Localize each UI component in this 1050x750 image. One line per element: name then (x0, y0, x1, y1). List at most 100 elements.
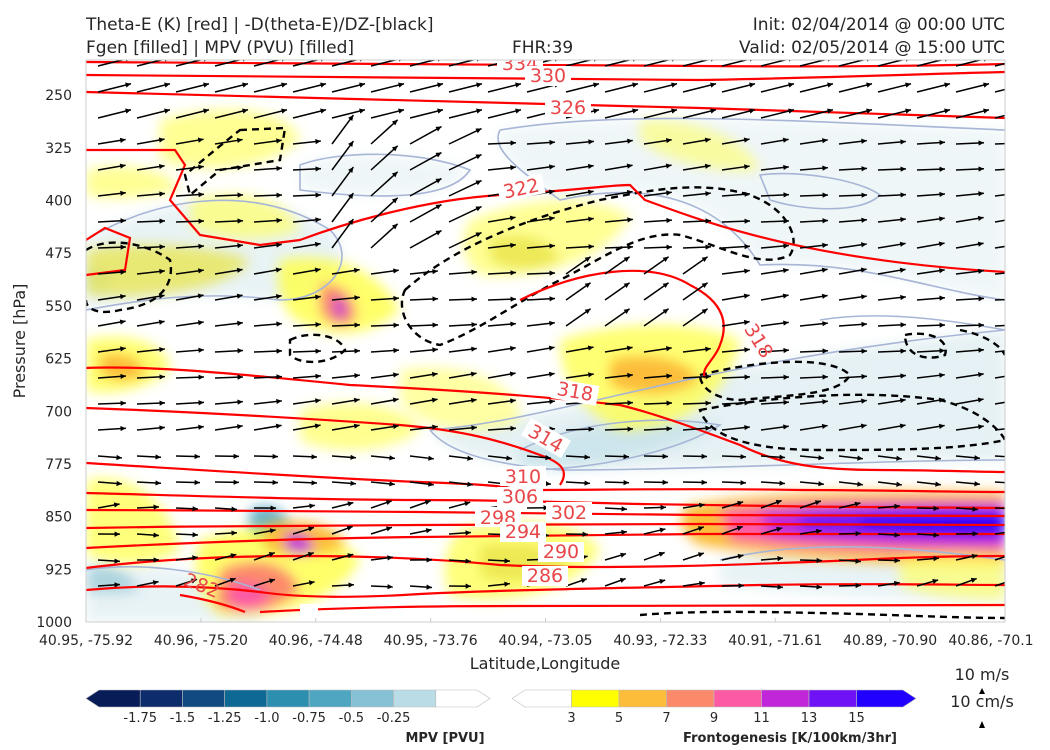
wind-vector-head (782, 293, 789, 299)
wind-vector (994, 62, 1005, 67)
theta-e-label-326: 326 (550, 97, 586, 119)
mpv-colorbar-swatch (182, 689, 225, 708)
wind-vector-head (938, 241, 945, 247)
wind-vector-head (158, 163, 165, 170)
wind-vector-head (158, 137, 165, 143)
wind-vector-head (588, 139, 594, 145)
wind-vector-head (391, 197, 398, 204)
x-axis-ticks: 40.95, -75.92 40.96, -75.20 40.96, -74.48 4… (39, 618, 1034, 649)
wind-vector-head (983, 82, 989, 88)
wind-vector-head (158, 319, 165, 325)
wind-vector-head (900, 294, 906, 301)
wind-vector-head (398, 82, 404, 88)
wind-vector-head (900, 192, 906, 198)
wind-vector-head (744, 347, 750, 353)
wind-vector (175, 60, 204, 67)
wind-vector-head (435, 126, 442, 132)
wind-vector-head (665, 346, 672, 352)
wind-vector-head (203, 82, 209, 88)
wind-vector-head (114, 582, 120, 588)
wind-vector-head (269, 578, 275, 584)
wind-vector-head (699, 580, 705, 587)
forecast-hour: FHR:39 (512, 38, 573, 58)
wind-vector-head (476, 108, 482, 114)
wind-vector (799, 109, 834, 119)
wind-vector-head (737, 553, 744, 559)
mpv-contours (86, 117, 1005, 591)
wind-vector (838, 109, 873, 119)
wind-vector (292, 83, 327, 93)
wind-vector-head (159, 425, 165, 431)
wind-vector-head (425, 528, 432, 534)
wind-vector (916, 109, 951, 119)
wind-vector-head (393, 268, 399, 274)
wind-vector-head (666, 190, 672, 196)
wind-vector-head (120, 269, 126, 275)
wind-vector-head (393, 295, 399, 302)
wind-vector-head (387, 584, 393, 590)
wind-vector-head (861, 321, 867, 327)
wind-vector-head (120, 190, 126, 196)
wind-vector-head (860, 242, 867, 248)
wind-vector-head (861, 217, 867, 223)
dthetae-dz-contours (86, 126, 1005, 620)
wind-vector-head (311, 454, 317, 460)
wind-vector-head (1017, 372, 1023, 377)
wind-vector (292, 109, 327, 119)
wind-vector-head (315, 192, 321, 198)
wind-vector-head (237, 374, 243, 380)
wind-vector (214, 83, 249, 93)
wind-vector-head (467, 455, 473, 461)
wind-vector (643, 83, 678, 93)
wind-vector-head (627, 372, 633, 379)
wind-vector-head (900, 322, 906, 328)
wind-vector-head (933, 505, 939, 511)
wind-vector-head (191, 578, 197, 584)
wind-vector-head (905, 108, 911, 114)
wind-vector-head (866, 108, 872, 114)
wind-vector-head (584, 256, 591, 263)
wind-vector-head (515, 108, 521, 114)
wind-vector-head (159, 400, 165, 406)
wind-vector-head (861, 192, 867, 198)
wind-vector-head (1017, 166, 1023, 171)
fgen-colorbar-swatch (808, 689, 857, 708)
wind-vector-head (623, 479, 629, 486)
wind-vector-head (120, 244, 126, 250)
wind-vector (331, 192, 355, 223)
wind-vector (331, 83, 366, 93)
wind-vector (409, 125, 442, 145)
wind-vector-head (476, 82, 482, 88)
wind-vector-head (933, 532, 939, 538)
wind-vector-head (894, 503, 900, 510)
wind-vector (994, 272, 1005, 275)
wind-vector-head (320, 108, 326, 114)
wind-vector-head (705, 218, 711, 224)
wind-vector-head (158, 293, 165, 299)
wind-vector-head (435, 178, 442, 184)
y-tick-label: 475 (45, 246, 72, 262)
wind-vector-head (155, 454, 161, 460)
wind-vector-head (431, 371, 438, 378)
wind-vector (994, 531, 1005, 535)
wind-vector (994, 350, 1005, 353)
wind-vector-head (900, 216, 906, 223)
wind-vector-head (309, 503, 315, 509)
wind-vector-head (662, 256, 669, 263)
wind-vector-head (743, 293, 750, 299)
theta-e-label-294: 294 (505, 521, 541, 543)
wind-vector-head (348, 219, 354, 225)
wind-vector-head (549, 164, 555, 170)
wind-vector-head (159, 346, 165, 353)
wind-vector-head (626, 189, 633, 196)
wind-vector-head (392, 424, 399, 430)
wind-vector-head (775, 499, 782, 505)
wind-vector-head (704, 163, 711, 169)
wind-vector (838, 83, 873, 93)
wind-vector-head (347, 501, 354, 507)
wind-vector (487, 109, 522, 119)
wind-vector-head (237, 192, 243, 198)
y-tick-label: 250 (45, 88, 72, 104)
wind-vector-head (391, 119, 398, 126)
wind-vector-head (504, 581, 510, 587)
